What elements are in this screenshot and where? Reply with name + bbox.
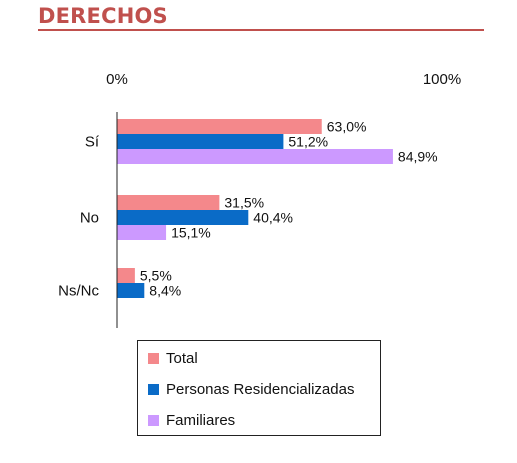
x-tick-label-0: 0% [106,71,128,88]
bar-personas-residencializadas-ns-nc [117,283,145,298]
legend-label-residencializadas: Personas Residencializadas [166,381,355,398]
data-label-personas-residencializadas-ns-nc: 8,4% [149,283,181,299]
title-underline [38,29,484,31]
data-label-total-no: 31,5% [224,195,264,211]
y-category-label-s: Sí [85,134,100,151]
legend-item-total: Total [148,350,198,367]
bar-personas-residencializadas-s [117,134,284,149]
x-tick-label-100: 100% [423,71,461,88]
data-label-familiares-no: 15,1% [171,225,211,241]
bar-familiares-s [117,149,393,164]
legend-swatch-total [148,353,159,364]
data-label-total-ns-nc: 5,5% [140,268,172,284]
legend-swatch-familiares [148,415,159,426]
legend-label-total: Total [166,350,198,367]
bar-total-ns-nc [117,268,135,283]
y-category-label-ns-nc: Ns/Nc [58,283,99,300]
data-label-personas-residencializadas-no: 40,4% [253,210,293,226]
bar-total-no [117,195,220,210]
data-label-personas-residencializadas-s: 51,2% [288,134,328,150]
bar-personas-residencializadas-no [117,210,249,225]
legend-item-familiares: Familiares [148,412,235,429]
legend-item-residencializadas: Personas Residencializadas [148,381,354,398]
bar-total-s [117,119,322,134]
legend-label-familiares: Familiares [166,412,236,429]
legend-swatch-residencializadas [148,384,159,395]
bar-familiares-no [117,225,167,240]
data-label-total-s: 63,0% [327,119,367,135]
data-label-familiares-s: 84,9% [398,149,438,165]
chart-title: DERECHOS [38,4,168,28]
legend: Total Personas Residencializadas Familia… [137,340,381,436]
y-category-label-no: No [80,210,99,227]
